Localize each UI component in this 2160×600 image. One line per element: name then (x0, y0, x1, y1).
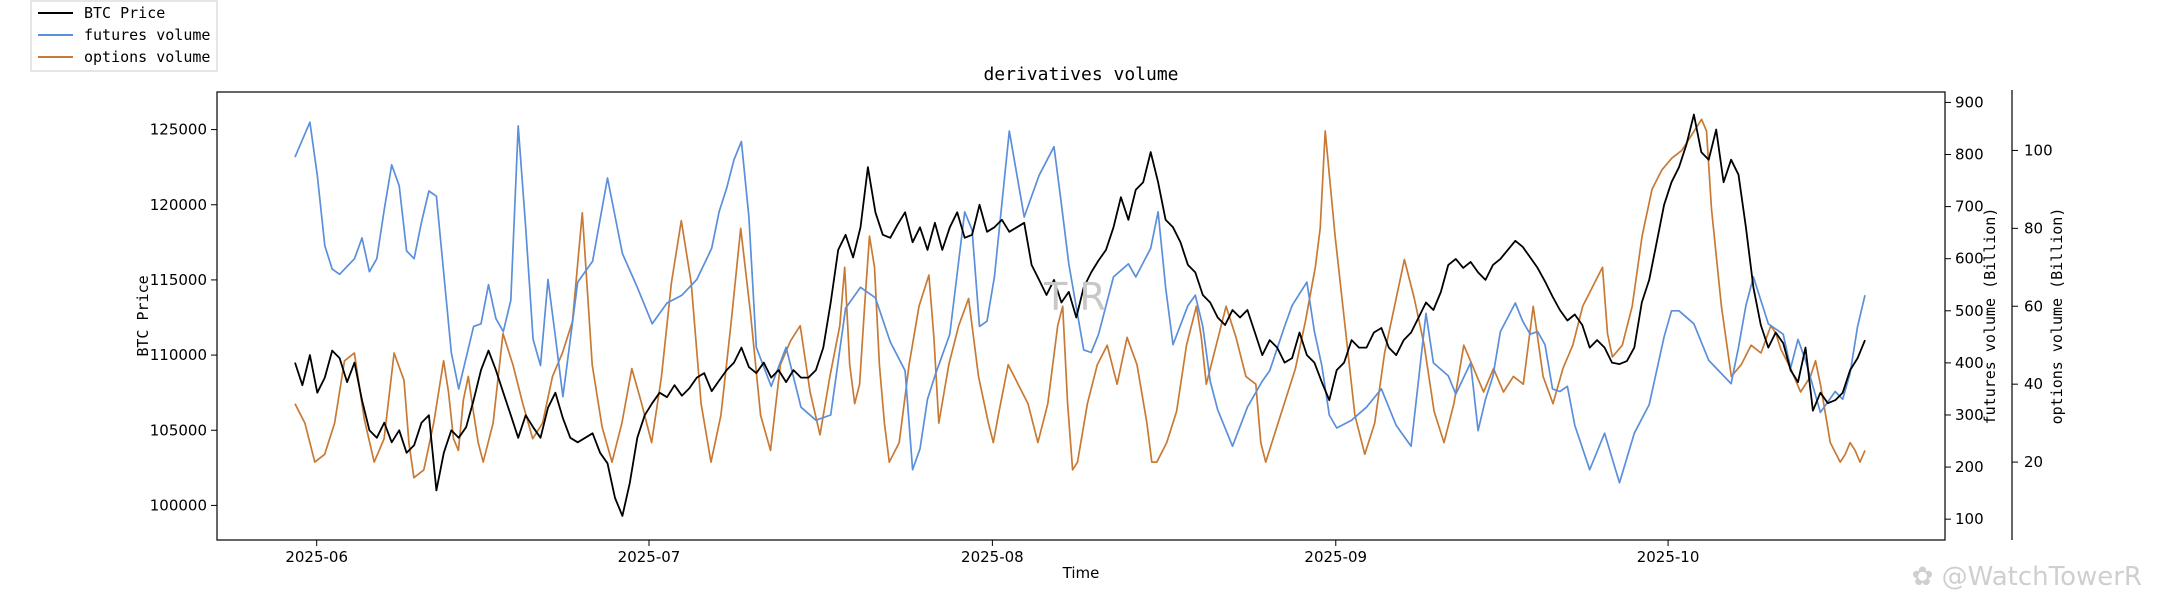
y-axis-left-label: BTC Price (134, 275, 152, 356)
y-right1-tick-label: 300 (1955, 406, 1984, 424)
y-left-tick-label: 125000 (150, 121, 207, 139)
y-left-tick-label: 105000 (150, 421, 207, 439)
y-right1-tick-label: 100 (1955, 510, 1984, 528)
chart: 2025-06 2025-07 2025-08 2025-09 2025-10 1000… (0, 0, 2160, 600)
y-right1-tick-label: 500 (1955, 302, 1984, 320)
x-tick-label: 2025-06 (285, 548, 348, 566)
center-watermark: T R (1043, 275, 1106, 319)
y-right1-tick-label: 600 (1955, 250, 1984, 268)
y-left-tick-label: 115000 (150, 271, 207, 289)
x-tick-label: 2025-09 (1304, 548, 1367, 566)
y-right1-tick-label: 200 (1955, 458, 1984, 476)
y-right2-tick-label: 60 (2024, 297, 2043, 315)
chart-title: derivatives volume (983, 64, 1178, 85)
y-left-tick-label: 110000 (150, 346, 207, 364)
y-right2-tick-label: 100 (2024, 141, 2053, 159)
y-right2-tick-label: 20 (2024, 453, 2043, 471)
x-axis-label: Time (1062, 564, 1100, 582)
y-axis-right1-label: futures volume (Billion) (1981, 208, 1999, 425)
x-tick-label: 2025-08 (961, 548, 1024, 566)
x-tick-label: 2025-10 (1637, 548, 1700, 566)
y-left-tick-label: 120000 (150, 196, 207, 214)
y-axis-right2-label: options volume (Billion) (2048, 208, 2066, 425)
corner-watermark: ✿ @WatchTowerR (1912, 562, 2142, 592)
legend-label-options: options volume (84, 48, 210, 66)
y-right2-tick-label: 40 (2024, 375, 2043, 393)
y-right1-tick-label: 700 (1955, 198, 1984, 216)
legend-label-btc: BTC Price (84, 4, 165, 22)
x-tick-label: 2025-07 (618, 548, 681, 566)
y-right1-tick-label: 900 (1955, 93, 1984, 111)
y-left-tick-label: 100000 (150, 496, 207, 514)
y-right1-tick-label: 400 (1955, 354, 1984, 372)
y-right1-tick-label: 800 (1955, 146, 1984, 164)
legend-label-futures: futures volume (84, 26, 210, 44)
y-right2-tick-label: 80 (2024, 219, 2043, 237)
legend: BTC Price futures volume options volume (31, 1, 217, 71)
